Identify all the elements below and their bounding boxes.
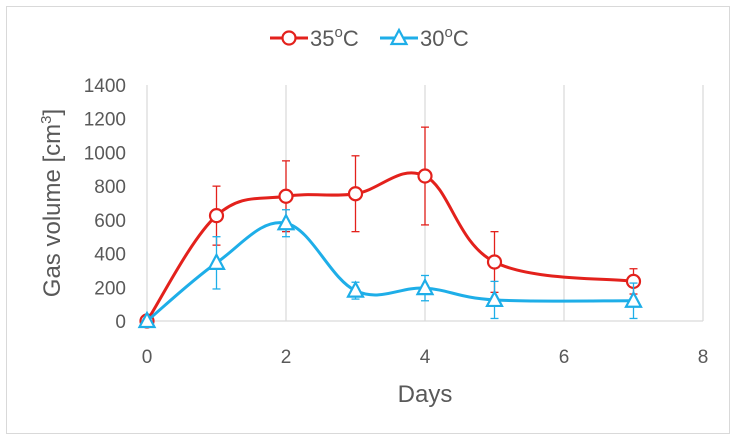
y-tick-label: 200 [94, 278, 126, 299]
series-30c-point [415, 277, 435, 296]
legend: 35oC 30oC [270, 24, 469, 51]
x-tick-label: 0 [142, 347, 153, 368]
series-35c-point [208, 208, 225, 224]
series-30c-point [624, 290, 643, 308]
y-tick-label: 800 [94, 177, 126, 198]
legend-item-35c: 35oC [270, 24, 359, 51]
axes [146, 85, 703, 322]
series-35c-point [417, 168, 433, 184]
x-tick-label: 4 [420, 347, 431, 368]
y-tick-label: 0 [115, 312, 126, 333]
series-30c-point [346, 280, 365, 298]
series-30c-point [137, 310, 157, 329]
y-tick-label: 600 [94, 211, 126, 232]
x-tick-label: 8 [698, 347, 709, 368]
series-30c-point [485, 289, 504, 308]
series-35c-point [347, 186, 364, 202]
x-tick-label: 6 [559, 347, 570, 368]
legend-label-30c: 30oC [420, 24, 469, 51]
series-30c-line [146, 221, 634, 323]
y-tick-label: 1000 [84, 143, 126, 164]
series-35c-line [145, 171, 634, 322]
series-35c-point [486, 254, 503, 270]
legend-marker-30c [389, 27, 409, 46]
legend-label-35c: 35oC [310, 24, 359, 51]
chart-area [6, 6, 730, 434]
series-30c-point [207, 252, 226, 270]
x-axis-title: Days [398, 381, 453, 408]
y-axis-title: Gas volume [cm3] [38, 109, 66, 297]
y-tick-label: 1400 [84, 76, 126, 97]
x-tick-label: 2 [281, 347, 292, 368]
series-35c-point [278, 188, 294, 204]
y-tick-labels: 0 200 400 600 800 1000 1200 1400 [84, 76, 126, 333]
y-tick-label: 400 [94, 245, 126, 266]
y-tick-label: 1200 [84, 110, 126, 131]
series-layer [137, 126, 643, 329]
x-tick-labels: 0 2 4 6 8 [142, 347, 709, 368]
legend-marker-35c [281, 30, 297, 46]
series-30c-point [276, 212, 296, 231]
legend-item-30c: 30oC [380, 24, 469, 51]
